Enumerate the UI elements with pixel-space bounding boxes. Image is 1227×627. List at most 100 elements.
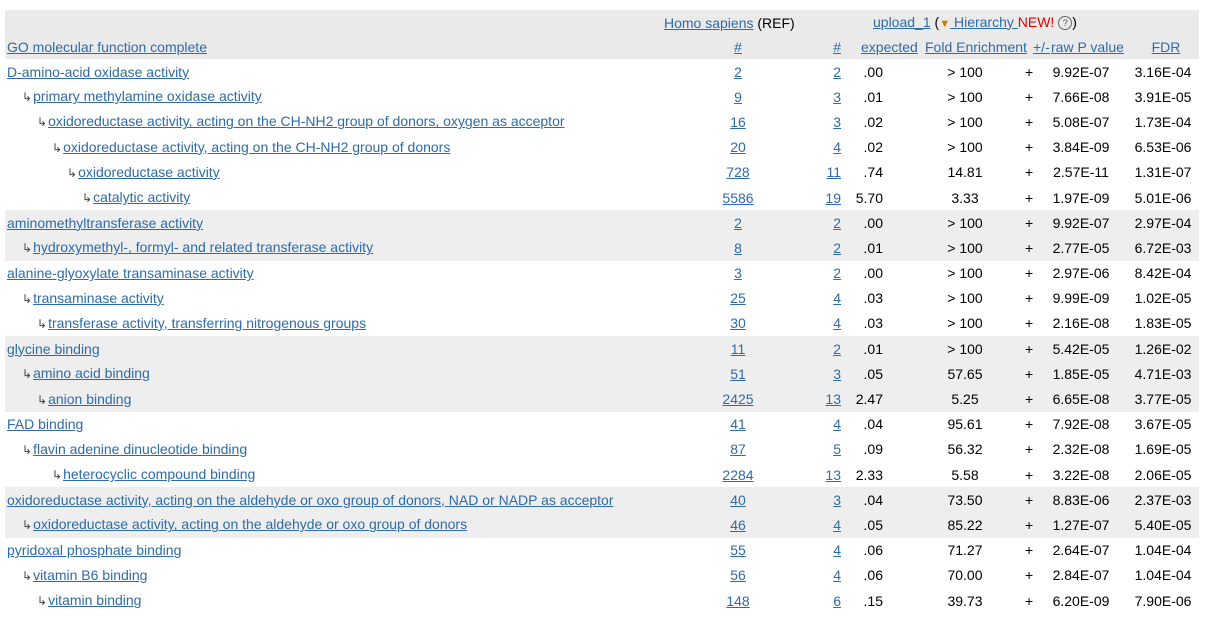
go-term-link[interactable]: transaminase activity	[33, 289, 164, 306]
fold-sort-link[interactable]: Fold Enrichment	[925, 39, 1027, 55]
go-term-link[interactable]: amino acid binding	[33, 365, 150, 382]
help-icon[interactable]: ?	[1058, 15, 1073, 30]
up-count-link[interactable]: 3	[833, 113, 841, 130]
up-count-link[interactable]: 3	[833, 491, 841, 508]
ref-count-link[interactable]: 148	[726, 592, 750, 609]
ref-count-link[interactable]: 3	[734, 265, 742, 282]
ref-count-link[interactable]: 41	[730, 416, 746, 433]
ref-count-link[interactable]: 87	[730, 441, 746, 458]
up-count-link[interactable]: 4	[833, 290, 841, 307]
fdr-value: 1.31E-07	[1134, 164, 1192, 181]
go-term-link[interactable]: aminomethyltransferase activity	[7, 214, 204, 231]
go-term-cell: ↳oxidoreductase activity, acting on the …	[5, 109, 661, 134]
plus-minus-cell: +	[1005, 109, 1033, 134]
up-count-link[interactable]: 4	[833, 315, 841, 332]
ref-count-sort-link[interactable]: #	[734, 39, 742, 55]
raw-p-column-header: raw P value	[1031, 35, 1124, 59]
upload-link[interactable]: upload_1	[873, 13, 931, 30]
ref-count-cell: 40	[661, 487, 815, 513]
ref-count-link[interactable]: 9	[734, 88, 742, 105]
fold-enrichment-cell: > 100	[885, 59, 1005, 84]
expected-cell: .05	[841, 361, 885, 387]
raw-p-sort-link[interactable]: raw P value	[1051, 39, 1124, 55]
go-term-link[interactable]: oxidoreductase activity, acting on the C…	[48, 113, 565, 130]
hierarchy-link[interactable]: Hierarchy	[950, 13, 1018, 30]
go-term-link[interactable]: oxidoreductase activity, acting on the a…	[33, 516, 468, 533]
go-title-link[interactable]: GO molecular function complete	[7, 39, 207, 55]
new-badge: NEW!	[1017, 13, 1055, 30]
raw-p-cell: 3.22E-08	[1031, 462, 1117, 487]
up-count-link[interactable]: 4	[833, 542, 841, 559]
plus-minus-cell: +	[1005, 84, 1033, 109]
go-term-link[interactable]: oxidoreductase activity, acting on the C…	[63, 138, 451, 155]
go-term-link[interactable]: catalytic activity	[93, 189, 191, 206]
expected-cell: .00	[841, 59, 885, 84]
up-count-link[interactable]: 4	[833, 516, 841, 533]
up-count-link[interactable]: 13	[825, 391, 841, 408]
go-term-link[interactable]: oxidoreductase activity	[78, 163, 220, 180]
plus-minus-cell: +	[1005, 538, 1033, 563]
up-count-link[interactable]: 3	[833, 88, 841, 105]
up-count-link[interactable]: 3	[833, 365, 841, 382]
go-term-cell: ↳heterocyclic compound binding	[5, 462, 661, 487]
ref-count-link[interactable]: 5586	[722, 189, 754, 206]
up-count-link[interactable]: 4	[833, 139, 841, 156]
go-term-link[interactable]: transferase activity, transferring nitro…	[48, 314, 367, 331]
go-term-link[interactable]: anion binding	[48, 390, 132, 407]
ref-count-link[interactable]: 20	[730, 139, 746, 156]
ref-count-link[interactable]: 30	[730, 315, 746, 332]
ref-count-link[interactable]: 16	[730, 113, 746, 130]
up-count-link[interactable]: 2	[833, 265, 841, 282]
expected-sort-link[interactable]: expected	[861, 39, 918, 55]
go-term-link[interactable]: FAD binding	[7, 416, 84, 433]
ref-count-link[interactable]: 51	[730, 365, 746, 382]
go-term-link[interactable]: alanine-glyoxylate transaminase activity	[7, 265, 254, 282]
go-term-link[interactable]: pyridoxal phosphate binding	[7, 542, 182, 559]
ref-count-link[interactable]: 56	[730, 567, 746, 584]
ref-count-link[interactable]: 8	[734, 239, 742, 256]
ref-organism-link[interactable]: Homo sapiens	[664, 14, 754, 31]
go-term-cell: ↳anion binding	[5, 386, 661, 412]
up-count-link[interactable]: 2	[833, 214, 841, 231]
up-count-sort-link[interactable]: #	[833, 39, 841, 55]
up-count-link[interactable]: 4	[833, 567, 841, 584]
plus-minus-sort-link[interactable]: +/-	[1033, 39, 1050, 55]
ref-count-link[interactable]: 2284	[722, 466, 754, 483]
up-count-link[interactable]: 6	[833, 592, 841, 609]
go-term-link[interactable]: vitamin B6 binding	[33, 566, 148, 583]
ref-count-link[interactable]: 11	[730, 340, 746, 357]
go-term-link[interactable]: vitamin binding	[48, 592, 142, 609]
go-term-link[interactable]: D-amino-acid oxidase activity	[7, 63, 190, 80]
raw-p-cell: 6.20E-09	[1031, 588, 1117, 613]
up-count-link[interactable]: 2	[833, 340, 841, 357]
plus-minus-cell: +	[1005, 210, 1033, 236]
ref-organism-header: Homo sapiens (REF)	[661, 10, 815, 35]
ref-count-link[interactable]: 25	[730, 290, 746, 307]
ref-count-link[interactable]: 2	[734, 63, 742, 80]
tree-arrow-icon: ↳	[67, 165, 78, 180]
fdr-sort-link[interactable]: FDR	[1151, 39, 1181, 55]
go-term-link[interactable]: flavin adenine dinucleotide binding	[33, 440, 248, 457]
go-term-link[interactable]: glycine binding	[7, 340, 100, 357]
ref-count-cell: 11	[661, 336, 815, 362]
ref-count-link[interactable]: 728	[726, 164, 750, 181]
ref-count-link[interactable]: 40	[730, 491, 746, 508]
go-term-link[interactable]: primary methylamine oxidase activity	[33, 88, 262, 105]
ref-count-link[interactable]: 2	[734, 214, 742, 231]
go-term-link[interactable]: hydroxymethyl-, formyl- and related tran…	[33, 239, 374, 256]
up-count-link[interactable]: 4	[833, 416, 841, 433]
up-count-link[interactable]: 19	[825, 189, 841, 206]
ref-count-cell: 9	[661, 84, 815, 109]
ref-count-link[interactable]: 55	[730, 542, 746, 559]
hierarchy-triangle-icon[interactable]: ▼	[939, 17, 951, 30]
ref-count-link[interactable]: 2425	[722, 391, 754, 408]
up-count-link[interactable]: 2	[833, 63, 841, 80]
table-row: ↳transaminase activity 25 4 .03 > 100 +9.99E-…	[5, 286, 1199, 311]
up-count-link[interactable]: 5	[833, 441, 841, 458]
ref-count-link[interactable]: 46	[730, 516, 746, 533]
up-count-link[interactable]: 13	[825, 466, 841, 483]
up-count-link[interactable]: 11	[826, 164, 841, 181]
go-term-link[interactable]: oxidoreductase activity, acting on the a…	[7, 491, 614, 508]
go-term-link[interactable]: heterocyclic compound binding	[63, 466, 256, 483]
up-count-link[interactable]: 2	[833, 239, 841, 256]
